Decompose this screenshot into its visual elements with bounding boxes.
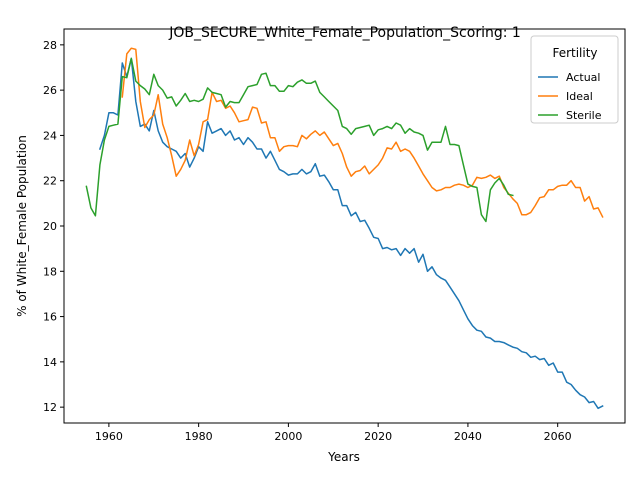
y-tick-label: 16 [43, 311, 57, 324]
x-tick-label: 1980 [185, 430, 213, 443]
chart-title: JOB_SECURE_White_Female_Population_Scori… [168, 25, 521, 41]
y-tick-label: 22 [43, 175, 57, 188]
y-tick-label: 18 [43, 265, 57, 278]
y-tick-label: 28 [43, 39, 57, 52]
y-axis-label: % of White_Female Population [15, 135, 29, 317]
x-tick-label: 2020 [364, 430, 392, 443]
legend-label-sterile: Sterile [566, 109, 602, 122]
y-axis: 12 14 16 18 20 22 24 26 28 [43, 39, 64, 414]
x-tick-label: 2060 [544, 430, 572, 443]
legend: Fertility Actual Ideal Sterile [530, 35, 619, 124]
x-tick-label: 2040 [454, 430, 482, 443]
legend-entries: Actual Ideal Sterile [538, 71, 602, 122]
x-tick-label: 2000 [274, 430, 302, 443]
y-tick-label: 12 [43, 401, 57, 414]
legend-box [530, 35, 619, 124]
series-line-actual [98, 57, 604, 410]
y-tick-label: 26 [43, 84, 57, 97]
series-line-sterile [85, 57, 514, 223]
x-tick-label: 1960 [95, 430, 123, 443]
y-tick-label: 14 [43, 356, 57, 369]
y-tick-label: 24 [43, 129, 57, 142]
series-layer [85, 47, 604, 410]
y-tick-label: 20 [43, 220, 57, 233]
x-axis-label: Years [327, 450, 360, 464]
x-axis: 1960 1980 2000 2020 2040 2060 [95, 423, 572, 443]
legend-label-ideal: Ideal [566, 90, 593, 103]
series-line-ideal [121, 47, 604, 218]
legend-label-actual: Actual [566, 71, 600, 84]
legend-title: Fertility [552, 46, 597, 60]
